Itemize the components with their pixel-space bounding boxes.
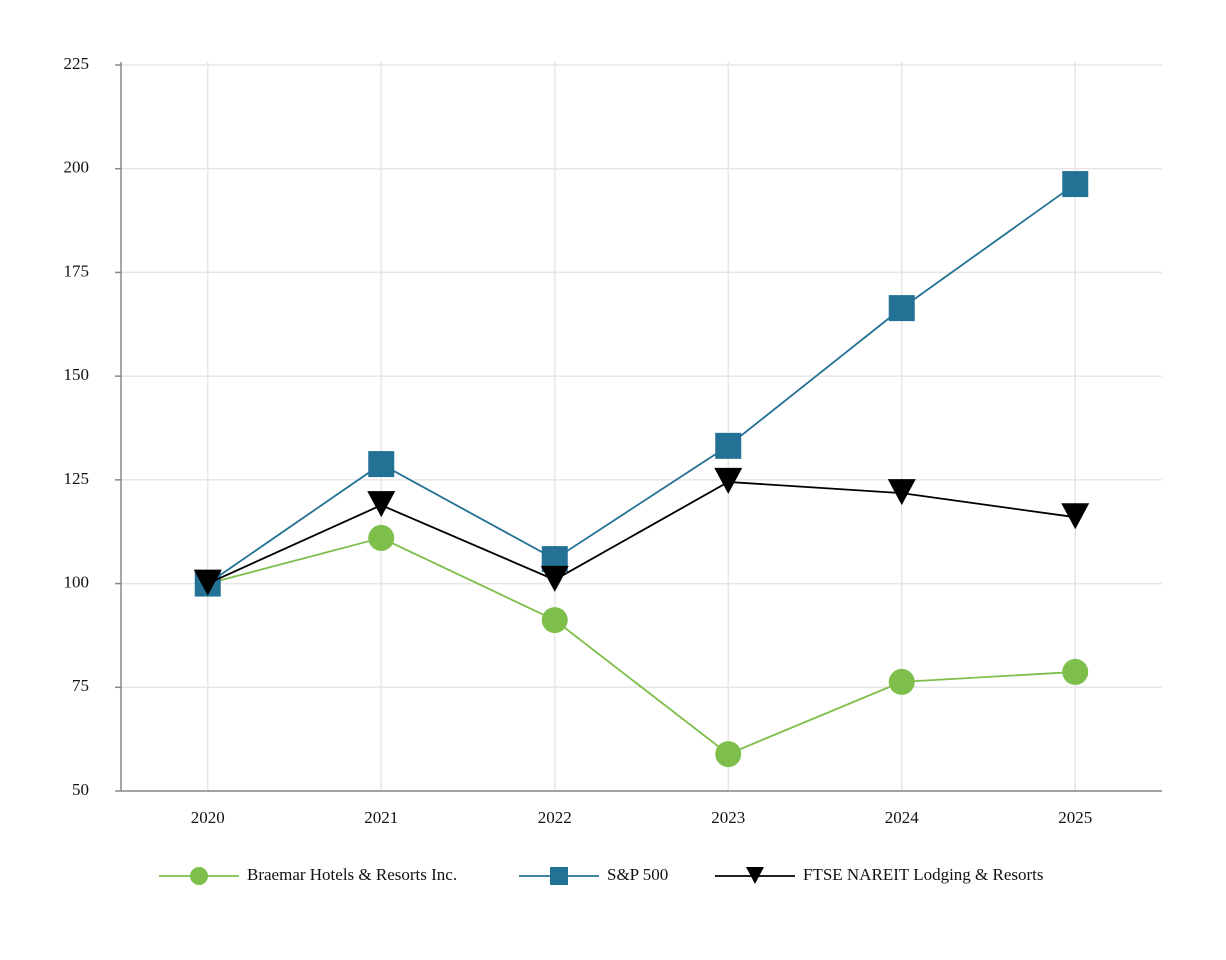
marker [746,867,764,884]
x-tick-label: 2021 [364,808,398,827]
series-line [207,536,1076,756]
marker [193,569,222,596]
x-tick-label: 2023 [711,808,745,827]
y-tick-label: 125 [64,469,90,488]
legend-item: FTSE NAREIT Lodging & Resorts [715,865,1044,884]
marker [1062,658,1089,685]
marker [367,491,396,518]
y-tick-label: 225 [64,54,90,73]
y-tick-label: 75 [72,676,89,695]
y-tick-label: 100 [64,572,90,591]
x-tick-label: 2020 [191,808,225,827]
marker [1061,503,1090,530]
marker [888,668,915,695]
marker [888,295,915,322]
marker [1062,171,1089,198]
marker [714,467,743,494]
marker [887,479,916,506]
y-tick-label: 50 [72,780,89,799]
series [194,524,1089,768]
series [194,171,1089,597]
marker [715,432,742,459]
marker [715,741,742,768]
legend-item: Braemar Hotels & Resorts Inc. [159,865,457,885]
marker [368,451,395,478]
x-tick-label: 2025 [1058,808,1092,827]
series [193,467,1090,596]
series-line [207,481,1076,585]
legend-item: S&P 500 [519,865,668,885]
y-tick-label: 200 [64,158,90,177]
marker [540,565,569,592]
x-tick-label: 2024 [885,808,920,827]
marker [190,867,208,885]
marker [541,607,568,634]
y-tick-label: 150 [64,365,90,384]
legend-label: S&P 500 [607,865,668,884]
x-tick-label: 2022 [538,808,572,827]
marker [550,867,568,885]
legend-label: FTSE NAREIT Lodging & Resorts [803,865,1044,884]
series-line [207,183,1076,585]
y-tick-label: 175 [64,261,90,280]
marker [368,524,395,551]
legend-label: Braemar Hotels & Resorts Inc. [247,865,457,884]
